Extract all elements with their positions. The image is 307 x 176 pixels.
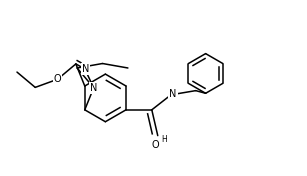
Text: H: H bbox=[161, 135, 167, 144]
Text: O: O bbox=[54, 74, 61, 84]
Text: O: O bbox=[152, 140, 160, 150]
Text: N: N bbox=[90, 83, 97, 93]
Text: N: N bbox=[169, 89, 177, 99]
Text: N: N bbox=[82, 64, 89, 74]
